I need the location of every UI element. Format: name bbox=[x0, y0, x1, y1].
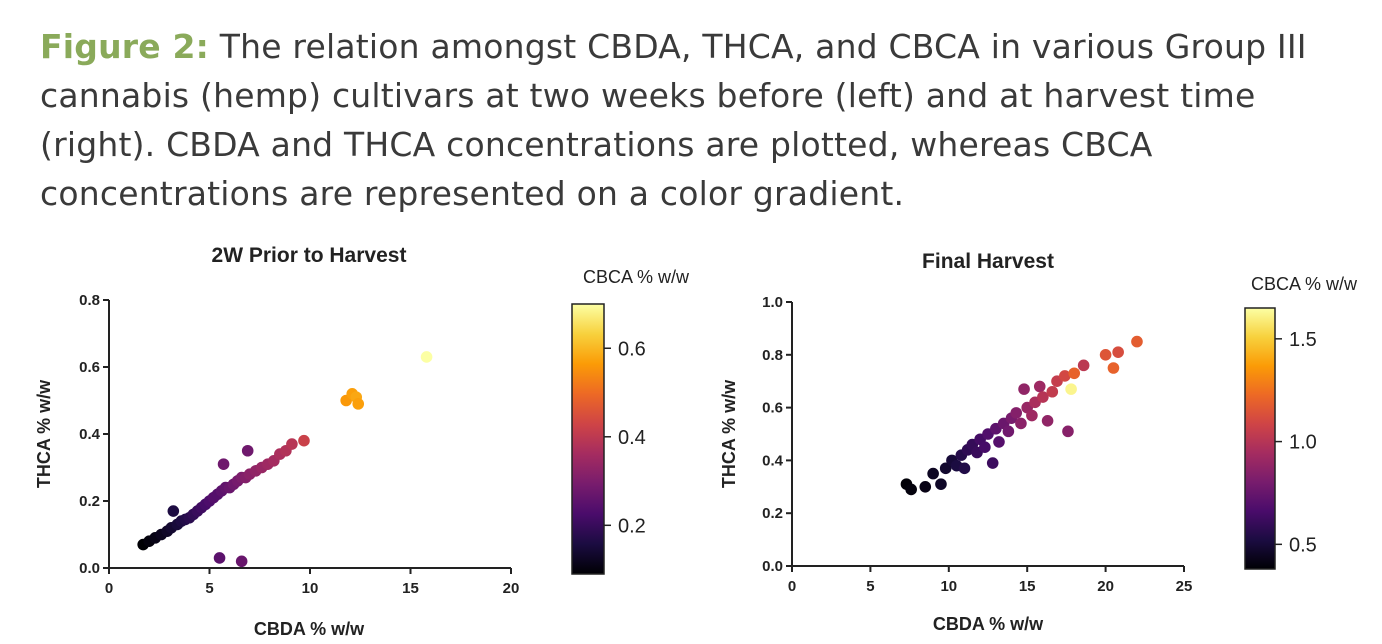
data-point bbox=[1099, 349, 1112, 361]
data-point bbox=[241, 444, 254, 457]
colorbar: CBCA % w/w 0.5 1.0 1.5 bbox=[1244, 274, 1358, 570]
data-point bbox=[1062, 425, 1074, 438]
data-point bbox=[939, 462, 952, 475]
y-tick-label: 0.8 bbox=[79, 292, 100, 309]
colorbar-tick-label: 0.6 bbox=[618, 338, 646, 360]
y-tick-label: 0.2 bbox=[79, 493, 100, 510]
data-point bbox=[986, 457, 999, 469]
data-point bbox=[1059, 370, 1071, 382]
caption-text: The relation amongst CBDA, THCA, and CBC… bbox=[40, 27, 1307, 213]
data-point bbox=[217, 458, 230, 470]
colorbar-gradient bbox=[1244, 307, 1276, 570]
x-axis-label: CBDA % w/w bbox=[933, 614, 1044, 634]
data-point bbox=[958, 462, 971, 475]
data-point bbox=[1026, 409, 1038, 422]
colorbar-tick-label: 1.5 bbox=[1289, 329, 1317, 351]
y-tick-label: 0.6 bbox=[79, 359, 100, 376]
data-point bbox=[1112, 346, 1124, 358]
colorbar-tick-label: 0.4 bbox=[618, 427, 646, 449]
chart-title: Final Harvest bbox=[922, 250, 1054, 273]
data-point bbox=[979, 441, 991, 454]
chart-final-harvest: Final Harvest CBDA % w/w THCA % w/w 0 5 10… bbox=[719, 250, 1358, 634]
x-tick-label: 10 bbox=[940, 578, 957, 595]
data-point bbox=[905, 483, 917, 496]
data-point bbox=[235, 555, 248, 568]
data-points bbox=[900, 335, 1143, 496]
data-point bbox=[927, 467, 939, 480]
x-tick-label: 10 bbox=[302, 580, 319, 597]
data-point bbox=[213, 552, 226, 564]
data-point bbox=[1037, 391, 1049, 403]
y-tick-label: 0.4 bbox=[79, 426, 101, 443]
x-tick-label: 0 bbox=[105, 580, 113, 597]
x-tick-label: 15 bbox=[402, 580, 419, 597]
data-point bbox=[1046, 385, 1059, 398]
colorbar-tick-label: 1.0 bbox=[1289, 432, 1317, 454]
colorbar-tick-label: 0.5 bbox=[1289, 534, 1317, 556]
x-axis-label: CBDA % w/w bbox=[254, 619, 365, 639]
data-point bbox=[1018, 383, 1030, 395]
data-point bbox=[420, 351, 433, 363]
colorbar: CBCA % w/w 0.2 0.4 0.6 bbox=[571, 267, 690, 575]
data-point bbox=[298, 434, 310, 447]
y-tick-label: 0.6 bbox=[762, 400, 783, 417]
colorbar-tick-label: 0.2 bbox=[618, 515, 646, 537]
x-tick-label: 5 bbox=[866, 578, 874, 595]
data-point bbox=[1107, 362, 1120, 374]
data-point bbox=[1041, 415, 1054, 427]
y-tick-label: 1.0 bbox=[762, 294, 783, 311]
chart-2w-prior: 2W Prior to Harvest CBDA % w/w THCA % w/… bbox=[34, 244, 690, 639]
y-tick-label: 0.0 bbox=[762, 558, 783, 575]
y-tick-label: 0.0 bbox=[79, 560, 100, 577]
data-point bbox=[1033, 380, 1046, 393]
x-tick-label: 20 bbox=[503, 580, 520, 597]
y-tick-label: 0.8 bbox=[762, 347, 783, 364]
data-point bbox=[935, 478, 947, 490]
axis-ticks: 0 5 10 15 20 0.0 0.2 0.4 0.6 0.8 bbox=[79, 292, 519, 597]
y-axis-label: THCA % w/w bbox=[34, 379, 54, 488]
x-tick-label: 0 bbox=[788, 578, 796, 595]
axis-ticks: 0 5 10 15 20 25 0.0 0.2 0.4 0.6 0.8 1.0 bbox=[762, 294, 1192, 595]
y-tick-label: 0.2 bbox=[762, 505, 783, 522]
data-point bbox=[993, 436, 1005, 448]
data-point bbox=[919, 481, 932, 493]
colorbar-title: CBCA % w/w bbox=[583, 267, 690, 287]
data-point bbox=[167, 505, 180, 517]
colorbar-gradient bbox=[571, 303, 605, 575]
x-tick-label: 15 bbox=[1019, 578, 1036, 595]
chart-title: 2W Prior to Harvest bbox=[212, 244, 407, 267]
data-point bbox=[1015, 417, 1027, 430]
data-point bbox=[1010, 407, 1023, 419]
x-tick-label: 25 bbox=[1176, 578, 1193, 595]
x-tick-label: 5 bbox=[205, 580, 213, 597]
y-tick-label: 0.4 bbox=[762, 452, 784, 469]
data-point bbox=[1065, 383, 1077, 395]
data-points bbox=[137, 351, 433, 568]
y-axis-label: THCA % w/w bbox=[719, 379, 739, 488]
figure-caption: Figure 2: The relation amongst CBDA, THC… bbox=[40, 22, 1370, 218]
data-point bbox=[286, 438, 298, 450]
data-point bbox=[1068, 367, 1081, 380]
colorbar-title: CBCA % w/w bbox=[1251, 274, 1358, 294]
data-point bbox=[1002, 425, 1015, 438]
data-point bbox=[1077, 359, 1090, 372]
figure-label: Figure 2: bbox=[40, 27, 210, 66]
data-point bbox=[352, 398, 365, 410]
data-point bbox=[1131, 335, 1143, 348]
x-tick-label: 20 bbox=[1097, 578, 1114, 595]
